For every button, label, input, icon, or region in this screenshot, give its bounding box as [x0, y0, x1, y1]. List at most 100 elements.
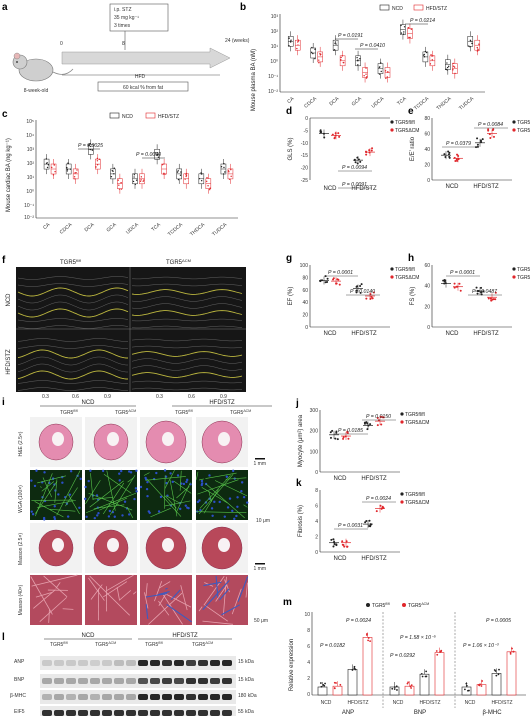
blot-band: [90, 660, 100, 666]
k-ytick: 4: [315, 519, 318, 525]
m-point: [440, 649, 443, 652]
b-point: [453, 66, 456, 68]
b-point: [359, 57, 361, 60]
d-cat-label: HFD/STZ: [351, 186, 377, 192]
wga-nucleus: [218, 500, 221, 504]
b-point: [425, 51, 428, 54]
i-scale-1: 1 mm: [254, 461, 267, 467]
wga-nucleus: [139, 485, 143, 489]
e-point: [487, 129, 490, 132]
masson-fiber: [158, 594, 166, 606]
blot-band: [78, 710, 88, 716]
j-ytick: 100: [310, 449, 319, 455]
blot-band: [102, 660, 112, 666]
c-point: [161, 163, 164, 166]
wga-nucleus: [30, 479, 33, 482]
m-point: [367, 637, 370, 639]
panel-m: m Relative expression 10 8 6 4 2 0 TGR5f…: [283, 597, 526, 716]
panel-letter-b: b: [240, 2, 246, 13]
d-ytick: 0: [305, 116, 308, 122]
e-point: [489, 136, 492, 139]
c-point: [134, 183, 137, 186]
h-ytick: 20: [424, 304, 430, 310]
masson-collagen: [203, 581, 222, 587]
b-point: [297, 44, 299, 46]
b-point: [289, 40, 292, 43]
echo-trace: [17, 301, 129, 311]
g-legend-dot-cm: [390, 275, 394, 279]
blot-band: [66, 678, 76, 684]
c-point: [185, 172, 188, 175]
m-point: [319, 682, 322, 684]
c-point: [164, 173, 166, 175]
m-point: [479, 683, 481, 686]
d-pval: P = 0.0094: [342, 165, 367, 171]
b-point: [365, 67, 367, 69]
i-group-hfd: HFD/STZ: [209, 400, 235, 406]
wga-nucleus: [223, 515, 226, 518]
g-pval: P = 0.0140: [350, 289, 375, 295]
d-point: [368, 149, 371, 152]
echo-trace: [17, 345, 128, 349]
k-legend-cm: TGR5ΔCM: [405, 500, 429, 506]
b-point: [380, 70, 382, 73]
m-point: [421, 675, 424, 678]
j-point: [346, 430, 349, 433]
j-point: [331, 429, 334, 432]
masson-fiber: [133, 591, 137, 595]
g-legend-cm: TGR5ΔCM: [395, 275, 419, 281]
d-point: [322, 132, 325, 135]
h-point: [443, 279, 446, 282]
wga-membrane: [198, 473, 234, 515]
blot-band: [102, 710, 112, 716]
b-point: [288, 45, 290, 47]
histo-tile: [85, 575, 137, 625]
b-cat-label: TCA: [396, 96, 408, 107]
masson-fiber: [198, 606, 203, 612]
histology-grid: [30, 417, 265, 625]
blot-band: [54, 660, 64, 666]
blot-band: [186, 710, 196, 716]
masson-fiber: [148, 592, 183, 625]
wga-membrane: [165, 495, 181, 504]
j-legend-cm: TGR5ΔCM: [405, 420, 429, 426]
heart-lumen: [162, 432, 174, 446]
g-point: [365, 297, 368, 300]
masson-fiber: [144, 592, 149, 609]
l-kda-1: 15 kDa: [238, 659, 254, 665]
j-point: [379, 415, 382, 418]
m-point: [436, 653, 439, 656]
c-pval-dca: P = 0.0025: [78, 143, 103, 149]
b-point: [366, 76, 368, 78]
f-label-cm: TGR5ΔCM: [166, 258, 191, 267]
c-point: [89, 143, 91, 145]
c-ytick: 10⁴: [26, 133, 34, 139]
e-legend-fl: TGR5fl/fl: [517, 120, 530, 126]
c-point: [143, 179, 145, 181]
m-point: [498, 668, 500, 671]
j-legend-fl: TGR5fl/fl: [405, 412, 425, 418]
wga-membrane: [89, 480, 124, 508]
c-point: [200, 180, 203, 182]
c-ytick: 10⁻¹: [24, 203, 34, 209]
g-ytick: 60: [302, 288, 308, 294]
b-point: [314, 48, 316, 50]
m-ylabel: Relative expression: [289, 639, 295, 691]
i-col-fl-1: TGR5fl/fl: [60, 409, 78, 416]
g-point: [355, 291, 358, 294]
wga-nucleus: [240, 481, 244, 484]
echo-trace: [17, 363, 128, 373]
blot-band: [42, 678, 52, 684]
l-col-cm-2: TGR5ΔCM: [192, 641, 213, 648]
wga-membrane: [65, 487, 78, 507]
blot-band: [66, 694, 76, 700]
c-point: [206, 177, 208, 179]
m-category-labels: NCD HFD/STZ NCD HFD/STZ NCD HFD/STZ: [321, 700, 513, 706]
b-point: [468, 45, 470, 47]
wga-nucleus: [157, 510, 161, 513]
c-point: [205, 180, 208, 183]
d-point: [357, 158, 360, 161]
m-point: [395, 685, 398, 688]
masson-fiber: [48, 609, 50, 623]
wga-nucleus: [66, 515, 70, 518]
